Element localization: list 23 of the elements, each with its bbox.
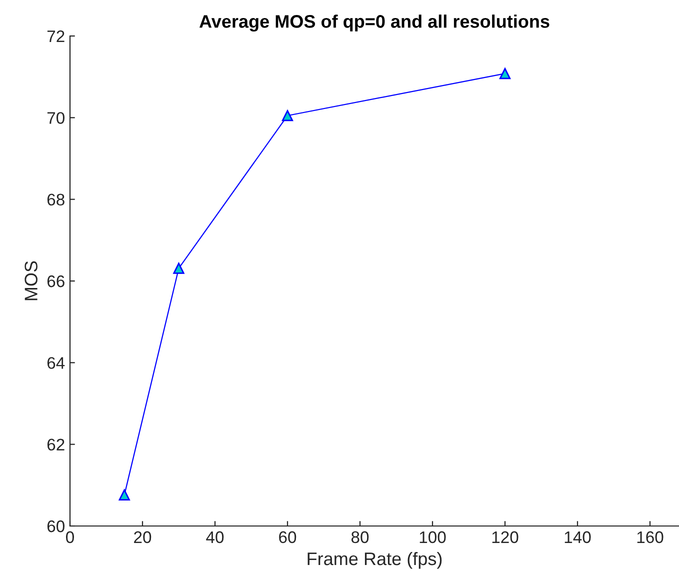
- y-tick-label: 72: [47, 30, 64, 42]
- y-axis-title: MOS: [24, 261, 38, 300]
- chart-title: Average MOS of qp=0 and all resolutions: [199, 14, 550, 32]
- x-tick-label: 120: [492, 531, 518, 544]
- x-tick-label: 20: [134, 531, 152, 544]
- y-tick-label: 64: [47, 357, 65, 369]
- x-tick-label: 140: [564, 531, 591, 544]
- x-tick-label: 60: [279, 531, 296, 544]
- point: [118, 489, 130, 501]
- y-tick-label: 62: [47, 438, 64, 451]
- point: [282, 110, 294, 122]
- x-tick-label: 40: [206, 531, 224, 544]
- x-tick-label: 80: [351, 531, 369, 544]
- x-tick-label: 0: [66, 531, 74, 544]
- x-tick-label: 100: [420, 531, 446, 544]
- y-tick-label: 68: [47, 194, 64, 206]
- x-axis-title: Frame Rate (fps): [308, 552, 442, 569]
- y-tick-label: 60: [47, 520, 64, 532]
- x-tick-label: 160: [637, 531, 664, 544]
- y-tick-label: 70: [47, 112, 64, 124]
- point: [173, 262, 184, 274]
- point: [499, 68, 511, 80]
- y-tick-label: 66: [47, 275, 64, 288]
